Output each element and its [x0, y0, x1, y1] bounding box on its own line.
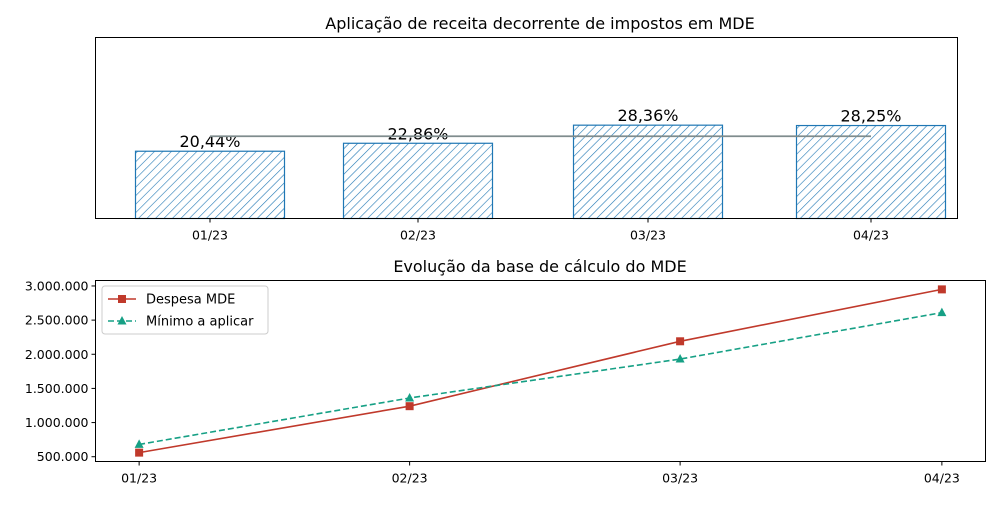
bar-value-label: 28,36% — [617, 106, 678, 125]
data-point — [135, 448, 144, 457]
data-point — [675, 354, 685, 363]
data-point — [937, 285, 946, 294]
y-tick-label: 2.500.000 — [25, 313, 89, 328]
data-point — [405, 392, 415, 402]
y-tick-label: 3.000.000 — [25, 278, 89, 293]
y-tick-label: 2.000.000 — [25, 347, 89, 362]
series-line — [138, 288, 943, 454]
legend-marker — [117, 316, 127, 325]
x-tick-label: 04/23 — [853, 228, 889, 243]
legend-marker — [118, 295, 126, 303]
bar — [134, 150, 286, 220]
bar-value-label: 20,44% — [179, 132, 240, 151]
bar-value-label: 28,25% — [840, 107, 901, 126]
line-chart-title: Evolução da base de cálculo do MDE — [393, 257, 686, 276]
data-point — [937, 307, 947, 317]
line-chart-frame — [95, 280, 986, 462]
x-tick-label: 04/23 — [924, 471, 960, 486]
y-tick-label: 500.000 — [37, 449, 89, 464]
x-tick-label: 03/23 — [662, 471, 698, 486]
legend-box — [101, 285, 269, 335]
legend-label: Despesa MDE — [146, 293, 235, 308]
bar — [342, 142, 494, 220]
series-line — [138, 311, 943, 446]
legend-label: Mínimo a aplicar — [146, 315, 254, 330]
x-tick-label: 01/23 — [192, 228, 228, 243]
bar — [572, 124, 724, 220]
bar-chart-frame — [95, 37, 958, 219]
legend: Despesa MDE Mínimo a aplicar — [101, 285, 269, 335]
x-tick-label: 02/23 — [392, 471, 428, 486]
bar-chart-title: Aplicação de receita decorrente de impos… — [325, 14, 754, 33]
x-tick-label: 01/23 — [121, 471, 157, 486]
y-tick-label: 1.000.000 — [25, 415, 89, 430]
y-tick-label: 1.500.000 — [25, 381, 89, 396]
bar — [795, 124, 947, 220]
x-tick-label: 03/23 — [630, 228, 666, 243]
bar-value-label: 22,86% — [387, 124, 448, 143]
data-point — [134, 439, 144, 448]
data-point — [676, 337, 685, 346]
bar-chart: 20,44% 22,86% 28,36% 28,25% 01/23 02/23 03/23 0… — [134, 106, 947, 243]
line-chart: 500.000 1.000.000 1.500.000 2.000.000 2.500.… — [25, 278, 960, 485]
x-tick-label: 02/23 — [400, 228, 436, 243]
data-point — [405, 402, 414, 411]
